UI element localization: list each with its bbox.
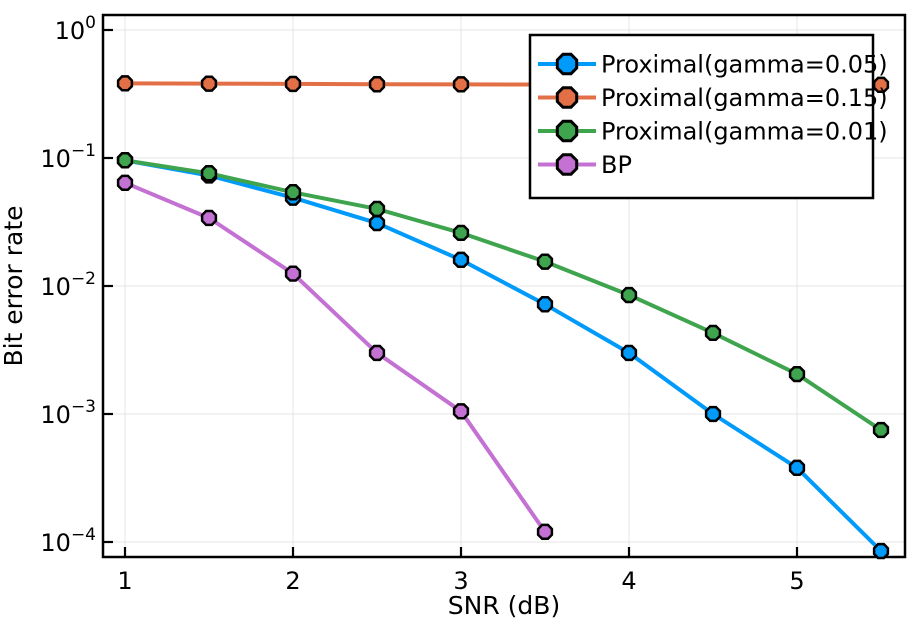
- series-2-marker-7: [704, 324, 722, 342]
- series-0-marker-3: [368, 214, 386, 232]
- series-0-line: [123, 158, 883, 553]
- series-1-marker-0: [116, 75, 134, 92]
- series-2-markers: [116, 152, 890, 439]
- series-1-marker-4: [452, 76, 470, 93]
- series-2-marker-1: [200, 165, 218, 182]
- series-2-line: [123, 158, 883, 432]
- plot-frame: [101, 13, 907, 559]
- series-3-line: [123, 180, 547, 534]
- series-3-marker-3: [368, 344, 386, 362]
- series-2-marker-5: [536, 253, 554, 270]
- series-2-marker-3: [368, 200, 386, 218]
- series-1-marker-1: [200, 75, 218, 92]
- series-3-marker-1: [200, 209, 218, 227]
- legend-item-2: Proximal(gamma=0.01): [538, 118, 888, 146]
- series-2-marker-9: [872, 421, 890, 439]
- y-tick-labels: 100 10−1 10−2 10−3 10−4: [40, 13, 96, 557]
- series-2-marker-0: [116, 152, 134, 169]
- legend-item-1: Proximal(gamma=0.15): [538, 84, 888, 112]
- x-tick-labels: 1 2 3 4 5: [117, 567, 804, 595]
- series-2-marker-6: [620, 286, 638, 304]
- x-tick-label-0: 1: [117, 567, 132, 595]
- series-0-marker-6: [620, 344, 638, 362]
- y-tick-label-3: 10−3: [40, 397, 96, 429]
- x-tick-label-2: 3: [453, 567, 468, 595]
- series-3-markers: [116, 174, 554, 541]
- gridlines: [103, 15, 905, 557]
- y-tick-label-0: 100: [55, 13, 96, 45]
- legend-marker-1: [555, 86, 579, 109]
- legend-marker-2: [555, 119, 579, 143]
- legend-label-1: Proximal(gamma=0.15): [601, 84, 888, 112]
- data-series: [116, 75, 890, 560]
- y-tick-label-1: 10−1: [40, 141, 96, 173]
- series-0-marker-7: [704, 405, 722, 423]
- legend-label-3: BP: [601, 151, 632, 179]
- series-2-marker-8: [788, 365, 806, 383]
- series-2-marker-2: [284, 184, 302, 201]
- series-3-marker-4: [452, 403, 470, 420]
- x-tick-label-1: 2: [285, 567, 300, 595]
- legend-item-3: BP: [538, 151, 632, 179]
- legend-marker-3: [555, 153, 579, 176]
- legend: Proximal(gamma=0.05) Proximal(gamma=0.15)…: [528, 33, 888, 200]
- x-axis-label: SNR (dB): [448, 591, 560, 620]
- series-3-marker-2: [284, 265, 302, 282]
- series-3-marker-5: [536, 523, 554, 541]
- legend-label-0: Proximal(gamma=0.05): [601, 51, 888, 79]
- series-0-marker-8: [788, 459, 806, 476]
- series-3-marker-0: [116, 174, 134, 191]
- legend-item-0: Proximal(gamma=0.05): [538, 51, 888, 79]
- series-0-markers: [116, 152, 890, 560]
- y-axis-label: Bit error rate: [0, 205, 28, 366]
- legend-marker-0: [555, 52, 579, 76]
- x-tick-label-3: 4: [621, 567, 636, 595]
- series-0-marker-4: [452, 251, 470, 269]
- series-1-marker-3: [368, 76, 386, 93]
- series-2-marker-4: [452, 224, 470, 242]
- y-tick-label-2: 10−2: [40, 269, 96, 301]
- x-tick-label-4: 5: [789, 567, 804, 595]
- y-tick-label-4: 10−4: [40, 525, 96, 557]
- series-0-marker-9: [872, 542, 890, 560]
- legend-label-2: Proximal(gamma=0.01): [601, 118, 888, 146]
- series-0-marker-5: [536, 296, 554, 313]
- series-1-marker-2: [284, 75, 302, 93]
